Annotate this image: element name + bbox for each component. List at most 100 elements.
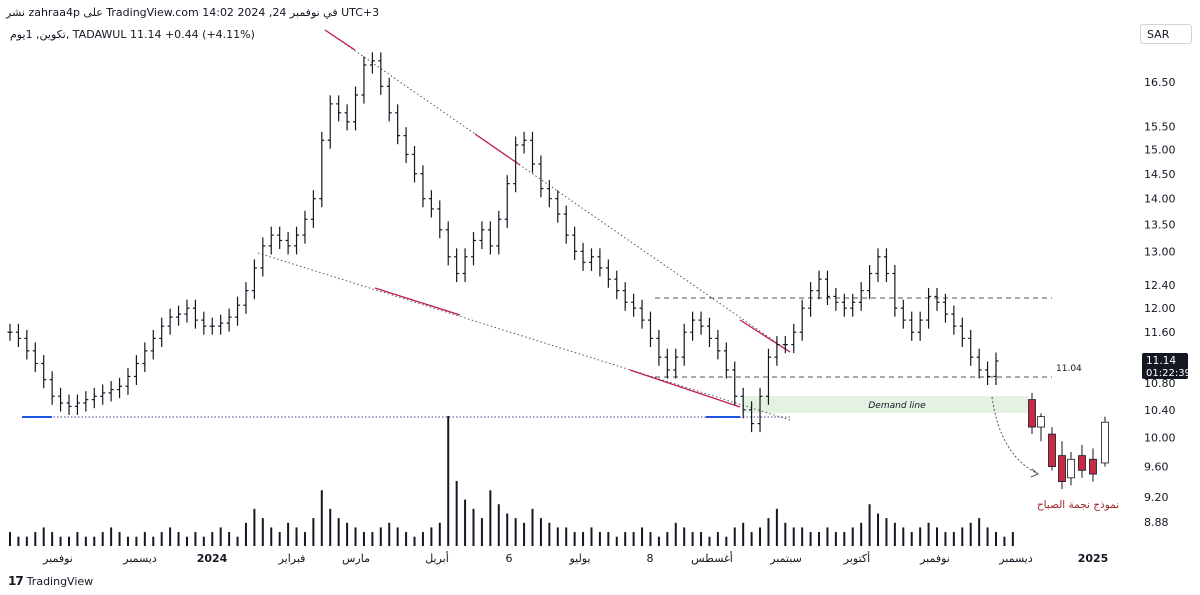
volume-bar [834, 532, 837, 546]
y-tick-label: 10.40 [1144, 404, 1176, 417]
x-tick-label: يوليو [568, 552, 590, 565]
volume-bar [624, 532, 627, 546]
volume-bar [893, 522, 896, 546]
volume-bar [615, 536, 618, 546]
volume-bar [25, 536, 28, 546]
volume-bar [607, 532, 610, 546]
ohlc-bar [361, 56, 367, 104]
volume-bar [750, 532, 753, 546]
volume-bar [244, 522, 247, 546]
volume-bar [388, 522, 391, 546]
x-tick-label: نوفمبر [919, 552, 950, 565]
y-tick-label: 12.00 [1144, 302, 1176, 315]
symbol-name: تكوين, 1يوم, TADAWUL [10, 28, 127, 41]
ohlc-bar [395, 104, 401, 145]
volume-bar [506, 513, 509, 546]
volume-bar [700, 532, 703, 546]
pattern-label: نموذج نجمة الصباح [1037, 499, 1119, 511]
ohlc-bar [7, 323, 13, 341]
ohlc-bar [159, 317, 165, 347]
ohlc-bar [41, 355, 47, 389]
ohlc-bar [985, 361, 991, 386]
ohlc-bar [833, 287, 839, 311]
projected-candle [1078, 444, 1086, 478]
ohlc-bar [546, 180, 552, 208]
volume-bar [405, 532, 408, 546]
ohlc-bar [605, 259, 611, 288]
ohlc-bar [403, 127, 409, 164]
volume-bar [742, 522, 745, 546]
volume-bar [582, 532, 585, 546]
ohlc-bar [715, 329, 721, 360]
ohlc-bar [909, 311, 915, 341]
volume-bar [708, 536, 711, 546]
ohlc-bar [631, 293, 637, 317]
volume-bar [691, 532, 694, 546]
volume-bar [986, 527, 989, 546]
ohlc-bar [209, 317, 215, 335]
projected-candle [1058, 441, 1066, 490]
demand-zone [742, 396, 1029, 413]
ohlc-bar [176, 305, 182, 326]
volume-bar [270, 527, 273, 546]
x-tick-label: 2024 [197, 552, 228, 565]
ohlc-bar [454, 248, 460, 283]
ohlc-bar [774, 336, 780, 366]
currency-selector[interactable]: SAR [1140, 24, 1192, 44]
projected-candle [1101, 416, 1109, 467]
volume-bar [143, 532, 146, 546]
ohlc-bar [277, 226, 283, 250]
ohlc-bar [310, 190, 316, 228]
y-tick-label: 11.60 [1144, 326, 1176, 339]
volume-bar [472, 508, 475, 546]
volume-bar [42, 527, 45, 546]
volume-bar [716, 532, 719, 546]
ohlc-bar [706, 317, 712, 347]
volume-bar [421, 532, 424, 546]
volume-bar [548, 522, 551, 546]
ohlc-bar [968, 329, 974, 366]
upper-trendline-touch [324, 29, 356, 51]
volume-bar [438, 522, 441, 546]
x-tick-label: نوفمبر [42, 552, 73, 565]
volume-bar [489, 490, 492, 546]
ohlc-bar [445, 221, 451, 266]
ohlc-bar [319, 131, 325, 208]
volume-bar [556, 527, 559, 546]
volume-bar [303, 532, 306, 546]
volume-bar [641, 527, 644, 546]
ohlc-bar [917, 311, 923, 341]
ohlc-bar [513, 136, 519, 193]
ohlc-bar [420, 165, 426, 208]
y-tick-label: 8.88 [1144, 516, 1169, 529]
volume-bar [17, 536, 20, 546]
volume-bar [413, 536, 416, 546]
x-tick-label: ديسمبر [998, 552, 1033, 565]
ohlc-bar [302, 210, 308, 244]
x-tick-label: فبراير [278, 552, 306, 565]
ohlc-bar [521, 131, 527, 154]
demand-zone-label: Demand line [868, 401, 926, 411]
level-label: 11.04 [1056, 364, 1082, 374]
ohlc-bar [117, 377, 123, 399]
ohlc-bar [563, 205, 569, 244]
volume-bar [657, 536, 660, 546]
projection-arrow [991, 396, 1039, 475]
volume-bar [51, 532, 54, 546]
volume-bar [110, 527, 113, 546]
ohlc-bar [133, 355, 139, 386]
volume-bar [430, 527, 433, 546]
volume-bar [84, 536, 87, 546]
ohlc-bar [681, 323, 687, 366]
volume-bar [278, 532, 281, 546]
ohlc-bar [125, 367, 131, 395]
ohlc-bar [150, 329, 156, 360]
ohlc-bar [588, 248, 594, 271]
volume-bar [801, 527, 804, 546]
volume-bar [169, 527, 172, 546]
ohlc-bar [664, 348, 670, 379]
volume-bar [219, 527, 222, 546]
ohlc-bar [934, 287, 940, 311]
tradingview-logo: 17 TradingView [8, 574, 93, 588]
